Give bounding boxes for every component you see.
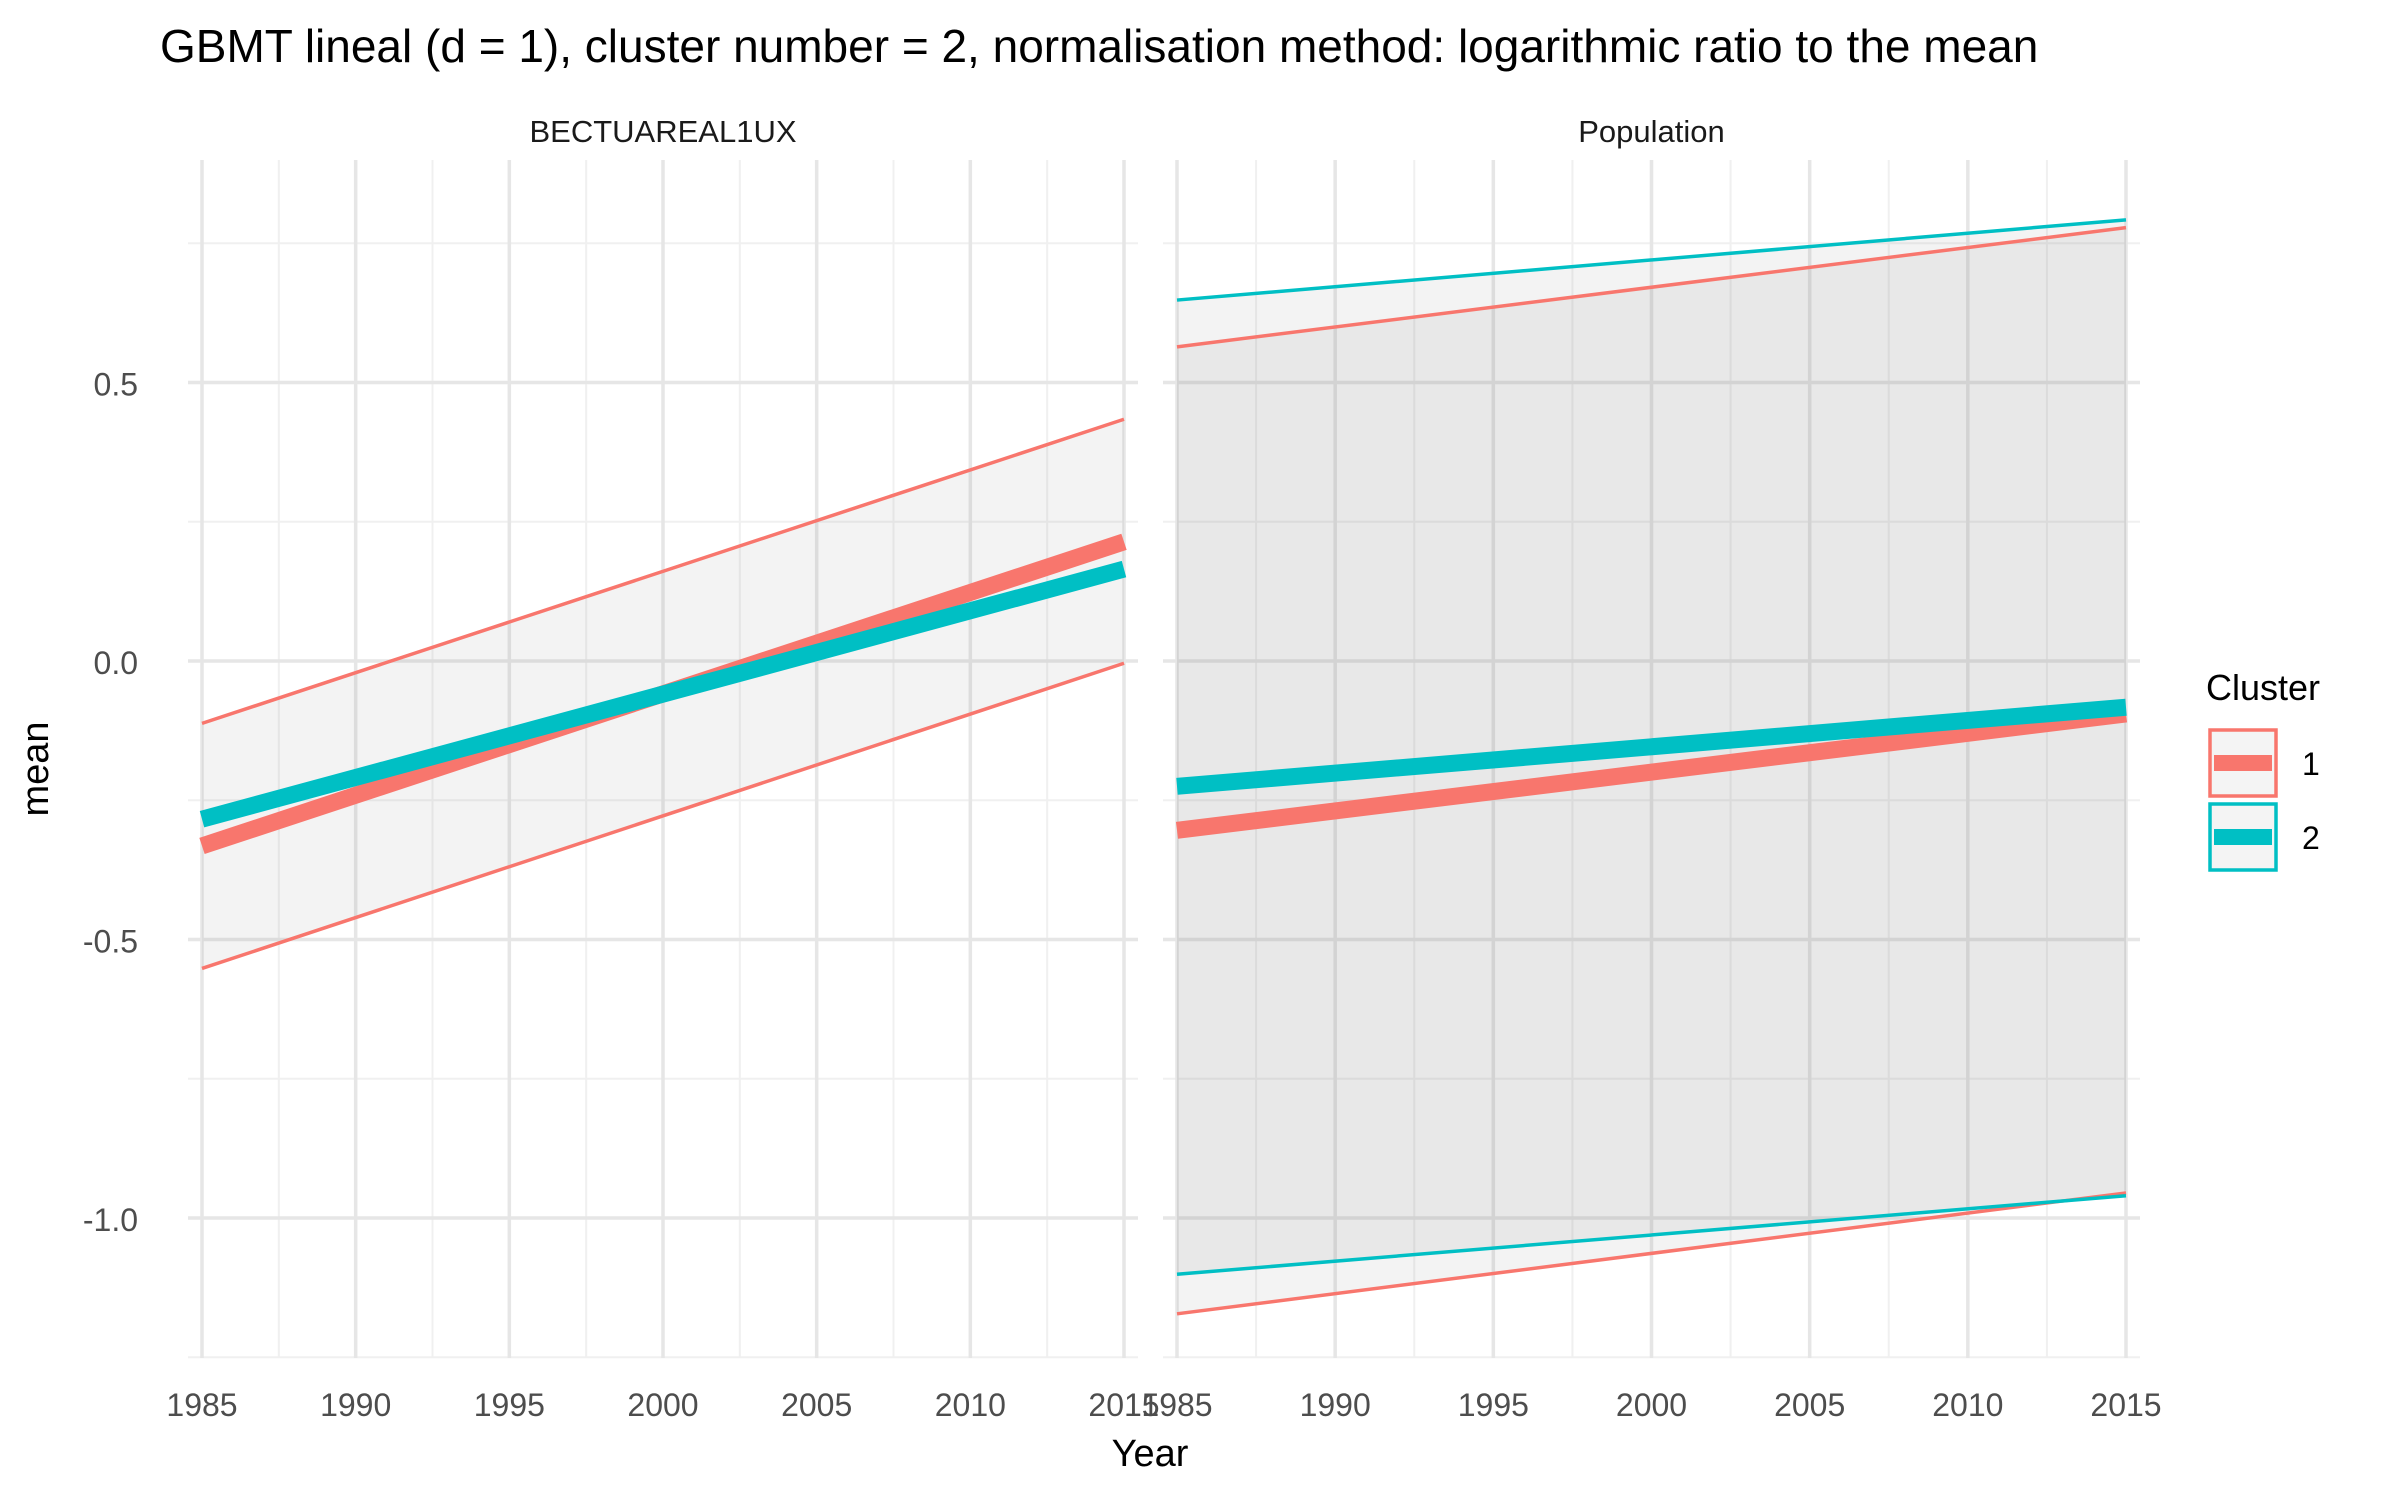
x-tick-label: 2000: [1616, 1387, 1687, 1423]
panel-1: 1985 1990 1995 2000 2005 2010 2015 BECTUAREAL1U…: [166, 114, 1159, 1423]
x-tick-label: 1995: [1458, 1387, 1529, 1423]
chart-title: GBMT lineal (d = 1), cluster number = 2,…: [160, 20, 2038, 72]
x-tick-label: 2010: [935, 1387, 1006, 1423]
x-tick-label: 1985: [1141, 1387, 1212, 1423]
lower-bound-cluster-1: [201, 661, 1125, 971]
panel-title: BECTUAREAL1UX: [529, 114, 796, 149]
panel-title: Population: [1578, 114, 1725, 149]
legend: Cluster 1 2: [2206, 667, 2320, 872]
y-tick-label: 0.0: [94, 645, 138, 681]
mean-line-cluster-2: [199, 560, 1127, 828]
x-axis-label: Year: [1112, 1433, 1189, 1475]
x-tick-label: 2015: [1088, 1387, 1159, 1423]
mean-line-cluster-1: [1175, 705, 2128, 839]
legend-label: 1: [2302, 746, 2320, 782]
x-tick-label: 2005: [1774, 1387, 1845, 1423]
y-axis-label: mean: [15, 721, 57, 816]
y-axis: 0.5 0.0 -0.5 -1.0: [83, 367, 138, 1239]
x-tick-label: 2015: [2090, 1387, 2161, 1423]
x-tick-label: 2005: [781, 1387, 852, 1423]
y-tick-label: 0.5: [94, 367, 138, 403]
y-tick-label: -1.0: [83, 1202, 138, 1238]
legend-key-1: [2208, 728, 2278, 798]
lower-bound-cluster-2: [1176, 1193, 2127, 1277]
x-tick-label: 2000: [627, 1387, 698, 1423]
upper-bound-cluster-2: [1176, 218, 2127, 302]
upper-bound-cluster-1: [1176, 225, 2127, 349]
y-tick-label: -0.5: [83, 924, 138, 960]
x-tick-label: 2010: [1932, 1387, 2003, 1423]
legend-key-2: [2208, 802, 2278, 872]
x-tick-label: 1985: [166, 1387, 237, 1423]
panel-2: 1985 1990 1995 2000 2005 2010 2015 Population: [1141, 114, 2161, 1423]
legend-label: 2: [2302, 820, 2320, 856]
x-tick-label: 1995: [474, 1387, 545, 1423]
upper-bound-cluster-1: [201, 417, 1125, 726]
x-tick-label: 1990: [320, 1387, 391, 1423]
mean-line-cluster-2: [1176, 698, 2127, 795]
panels: 1985 1990 1995 2000 2005 2010 2015 BECTUAREAL1U…: [166, 114, 2161, 1423]
legend-title: Cluster: [2206, 667, 2320, 708]
lower-bound-cluster-1: [1176, 1191, 2127, 1316]
x-tick-label: 1990: [1300, 1387, 1371, 1423]
